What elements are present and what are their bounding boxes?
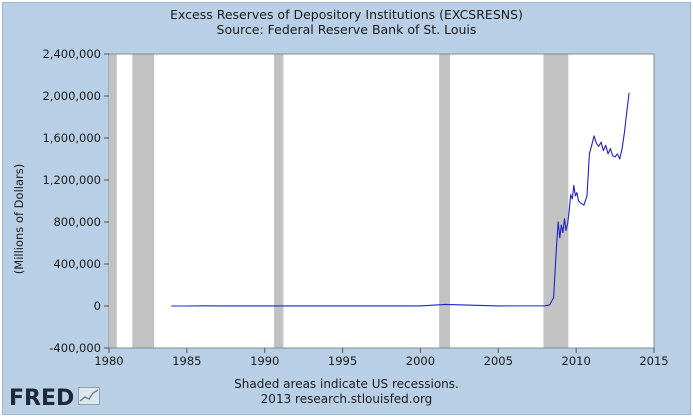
y-tick-label: 800,000 bbox=[53, 215, 101, 229]
recession-band bbox=[543, 54, 569, 348]
x-tick-label: 1985 bbox=[172, 354, 201, 368]
x-tick-label: 1990 bbox=[250, 354, 279, 368]
y-tick-label: 0 bbox=[94, 299, 101, 313]
y-tick-label: -400,000 bbox=[49, 341, 101, 355]
x-tick-label: 1980 bbox=[94, 354, 123, 368]
recession-bands bbox=[109, 54, 569, 348]
y-tick-label: 1,600,000 bbox=[42, 131, 101, 145]
x-tick-label: 1995 bbox=[328, 354, 357, 368]
series-lines bbox=[171, 92, 630, 307]
recession-band bbox=[274, 54, 284, 348]
y-tick-label: 2,400,000 bbox=[42, 47, 101, 61]
x-tick-label: 2000 bbox=[406, 354, 435, 368]
fred-logo: FRED bbox=[9, 386, 75, 411]
x-tick-label: 2005 bbox=[484, 354, 513, 368]
recession-note: Shaded areas indicate US recessions. bbox=[234, 377, 459, 391]
x-tick-label: 2015 bbox=[639, 354, 668, 368]
y-tick-label: 400,000 bbox=[53, 257, 101, 271]
credit-note: 2013 research.stlouisfed.org bbox=[260, 392, 433, 406]
chart-subtitle: Source: Federal Reserve Bank of St. Loui… bbox=[216, 22, 477, 37]
plot-area bbox=[108, 53, 655, 349]
y-tick-label: 2,000,000 bbox=[42, 89, 101, 103]
y-axis-label: (Millions of Dollars) bbox=[12, 164, 26, 274]
axes: 1980 1985 1990 1995 2000 2005 2010 2015 -400,000… bbox=[42, 47, 668, 368]
recession-band bbox=[109, 54, 117, 348]
graph-icon bbox=[78, 387, 100, 405]
x-tick-label: 2010 bbox=[562, 354, 591, 368]
series-line bbox=[171, 92, 630, 307]
recession-band bbox=[132, 54, 155, 348]
recession-band bbox=[439, 54, 451, 348]
y-tick-label: 1,200,000 bbox=[42, 173, 101, 187]
chart-title: Excess Reserves of Depository Institutio… bbox=[170, 7, 523, 22]
